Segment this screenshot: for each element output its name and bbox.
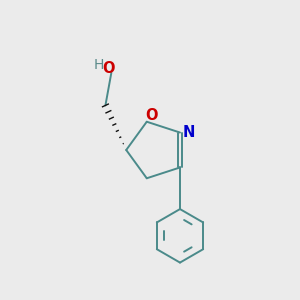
Text: H: H (94, 58, 104, 72)
Text: O: O (145, 108, 158, 123)
Text: N: N (183, 125, 195, 140)
Text: O: O (102, 61, 115, 76)
